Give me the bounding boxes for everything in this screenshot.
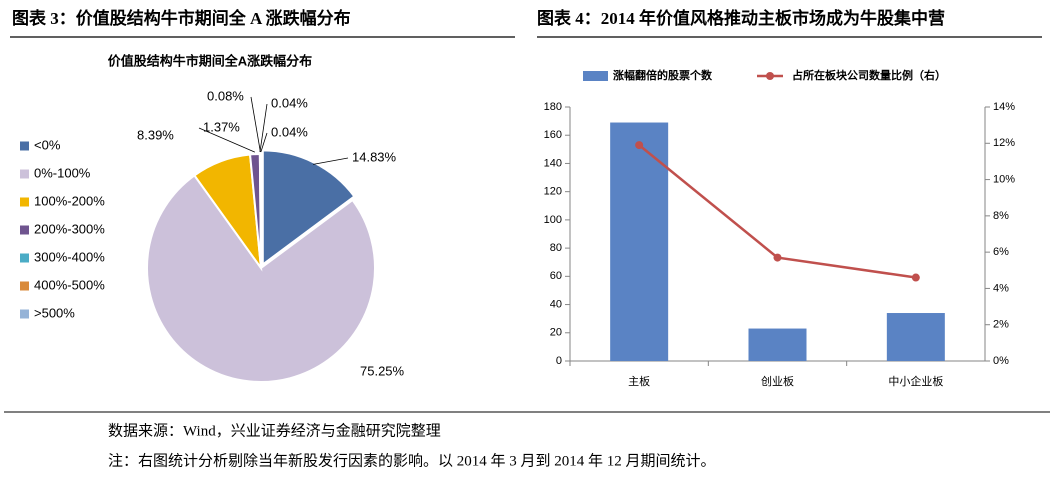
y2-tick-label: 2% (993, 319, 1009, 331)
y-tick-label: 180 (544, 101, 562, 113)
legend-swatch (20, 225, 29, 235)
source-note: 数据来源：Wind，兴业证券经济与金融研究院整理 (108, 421, 441, 439)
y-tick-label: 80 (550, 242, 562, 254)
footnote: 注：右图统计分析剔除当年新股发行因素的影响。以 2014 年 3 月到 2014… (108, 452, 716, 469)
leader-line (260, 132, 268, 153)
legend-label: 涨幅翻倍的股票个数 (613, 68, 713, 82)
y-tick-label: 60 (550, 270, 562, 282)
data-label: 0.04% (271, 124, 308, 139)
legend-swatch (766, 72, 774, 80)
legend-label: <0% (34, 137, 61, 152)
y-tick-label: 120 (544, 186, 562, 198)
legend-swatch (583, 71, 608, 81)
y2-tick-label: 4% (993, 282, 1009, 294)
y2-tick-label: 12% (993, 137, 1015, 149)
x-tick-label: 创业板 (761, 374, 794, 388)
line-marker (773, 253, 782, 262)
legend-label: 占所在板块公司数量比例（右） (792, 68, 946, 82)
bar (748, 328, 807, 361)
y-tick-label: 100 (544, 214, 562, 226)
y-tick-label: 20 (550, 327, 562, 339)
y2-tick-label: 10% (993, 173, 1015, 185)
legend-label: 200%-300% (34, 221, 105, 236)
pie-slice (146, 174, 376, 383)
bar (886, 313, 945, 361)
legend-swatch (20, 281, 29, 291)
legend-swatch (20, 309, 29, 319)
y-tick-label: 40 (550, 298, 562, 310)
leader-line (313, 157, 349, 165)
legend-label: 100%-200% (34, 193, 105, 208)
y2-tick-label: 0% (993, 355, 1009, 367)
data-label: 8.39% (137, 127, 174, 142)
leader-line (250, 96, 261, 153)
legend-label: 300%-400% (34, 249, 105, 264)
y2-tick-label: 6% (993, 246, 1009, 258)
y-tick-label: 160 (544, 129, 562, 141)
leader-line (259, 103, 268, 153)
legend-label: 0%-100% (34, 165, 91, 180)
legend-label: 400%-500% (34, 277, 105, 292)
leader-line (198, 127, 256, 153)
legend-swatch (20, 169, 29, 179)
x-tick-label: 主板 (628, 374, 650, 388)
x-tick-label: 中小企业板 (888, 374, 943, 388)
legend-swatch (20, 141, 29, 151)
data-label: 14.83% (352, 149, 397, 164)
line-marker (911, 273, 920, 282)
y2-tick-label: 14% (993, 101, 1015, 113)
figure-heading: 图表 3：价值股结构牛市期间全 A 涨跌幅分布 (12, 8, 351, 28)
figure-heading: 图表 4：2014 年价值风格推动主板市场成为牛股集中营 (537, 8, 945, 28)
pie-slice (261, 149, 356, 267)
legend-swatch (20, 253, 29, 263)
y-tick-label: 0 (556, 355, 562, 367)
legend-label: >500% (34, 305, 75, 320)
data-label: 75.25% (360, 363, 405, 378)
y-tick-label: 140 (544, 157, 562, 169)
legend-swatch (20, 197, 29, 207)
chart-title: 价值股结构牛市期间全A涨跌幅分布 (108, 53, 312, 68)
bar (610, 122, 669, 362)
data-label: 1.37% (203, 119, 240, 134)
data-label: 0.04% (271, 95, 308, 110)
data-label: 0.08% (207, 88, 244, 103)
y2-tick-label: 8% (993, 210, 1009, 222)
line-marker (635, 141, 644, 150)
